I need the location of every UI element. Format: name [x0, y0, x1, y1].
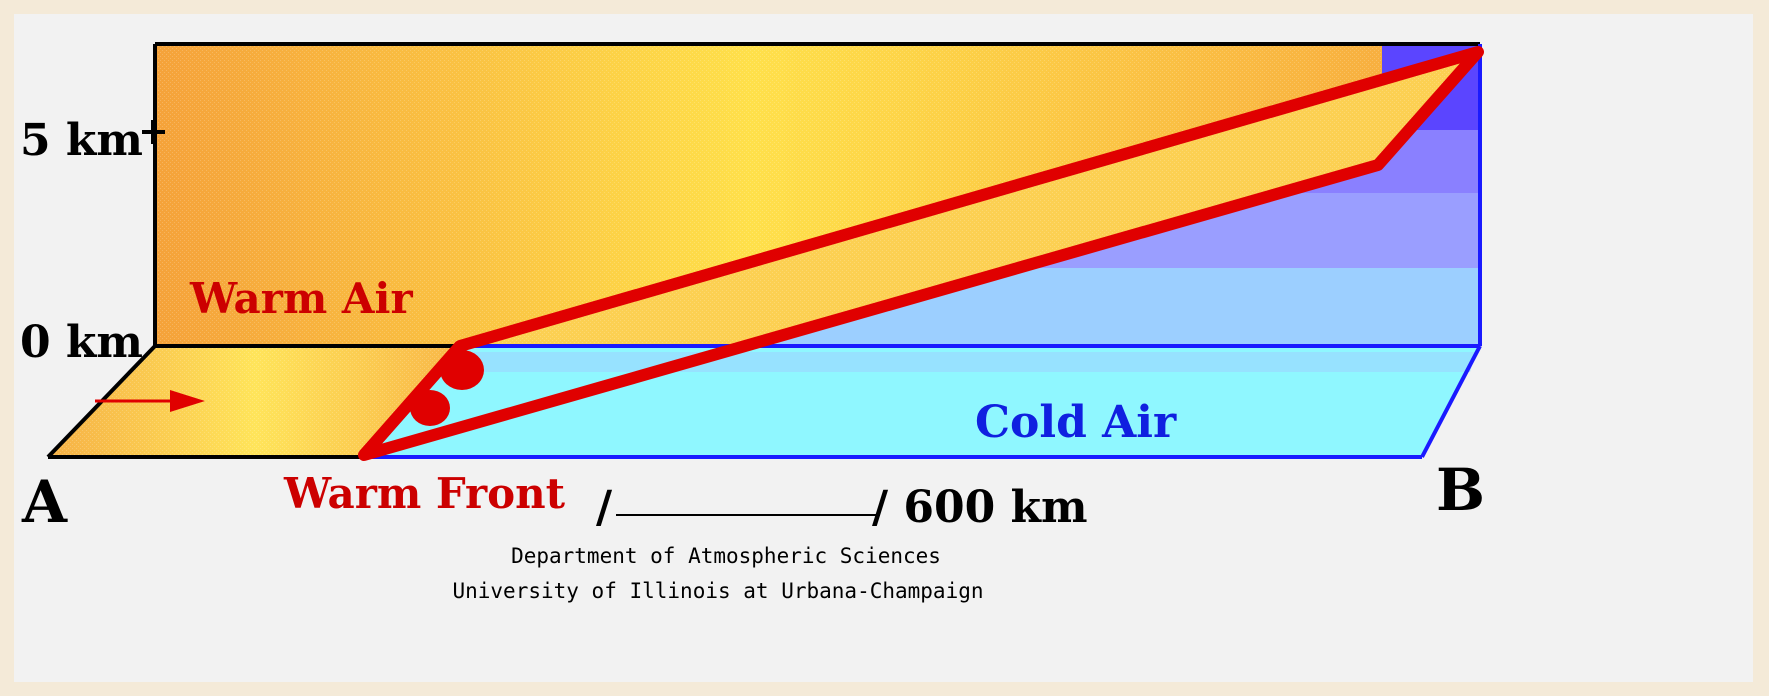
floor-cold-band — [440, 352, 1476, 372]
height-ticks — [142, 120, 165, 144]
scale-bar: / / 600 km — [596, 482, 1088, 533]
cold-box-outline — [362, 44, 1482, 459]
credit-line-2: University of Illinois at Urbana-Champai… — [452, 579, 983, 603]
warm-front-symbols — [410, 350, 484, 426]
label-point-a: A — [21, 468, 68, 536]
credit-line-1: Department of Atmospheric Sciences — [511, 544, 941, 568]
label-warm-front: Warm Front — [283, 469, 566, 518]
warm-air-flow-arrow — [95, 390, 205, 412]
label-warm-air: Warm Air — [189, 274, 413, 323]
floor-warm-dither — [48, 346, 462, 457]
scale-label: / 600 km — [872, 482, 1088, 533]
box-outline — [46, 42, 1480, 459]
svg-text:/: / — [596, 482, 613, 533]
label-5km: 5 km — [20, 115, 143, 166]
label-0km: 0 km — [20, 317, 143, 368]
label-point-b: B — [1436, 456, 1485, 524]
label-cold-air: Cold Air — [975, 397, 1177, 448]
